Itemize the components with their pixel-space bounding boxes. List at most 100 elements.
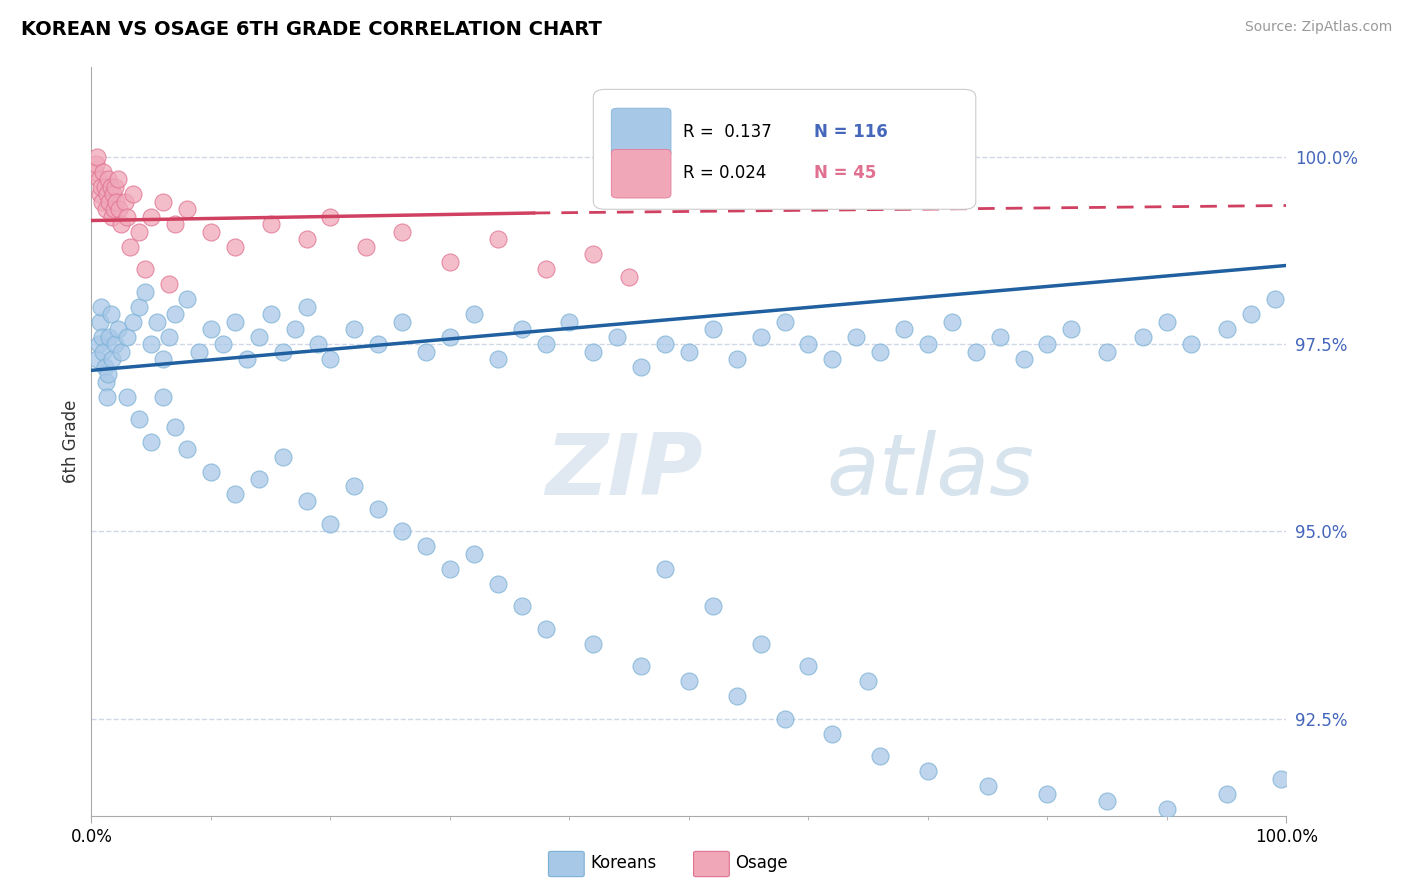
Point: [725, 690, 748, 704]
Point: [259, 307, 281, 321]
Point: [163, 307, 186, 321]
Point: [439, 329, 461, 343]
Point: [224, 487, 246, 501]
Point: [773, 712, 796, 726]
Point: [463, 307, 485, 321]
Point: [224, 315, 246, 329]
Text: KOREAN VS OSAGE 6TH GRADE CORRELATION CHART: KOREAN VS OSAGE 6TH GRADE CORRELATION CH…: [21, 20, 602, 38]
Point: [391, 524, 413, 539]
Point: [128, 412, 150, 426]
Point: [104, 337, 127, 351]
Point: [108, 202, 131, 217]
Point: [107, 172, 129, 186]
Point: [295, 494, 318, 508]
Point: [582, 344, 605, 359]
Point: [91, 329, 114, 343]
Point: [152, 352, 174, 367]
Point: [271, 450, 294, 464]
Point: [157, 329, 180, 343]
Text: R = 0.024: R = 0.024: [683, 164, 766, 182]
Point: [319, 516, 342, 531]
Point: [128, 300, 150, 314]
Point: [176, 202, 198, 217]
Point: [146, 315, 169, 329]
Point: [869, 749, 891, 764]
Point: [1156, 315, 1178, 329]
Point: [965, 344, 987, 359]
Point: [104, 179, 127, 194]
Point: [1036, 787, 1059, 801]
Point: [1097, 794, 1119, 808]
Point: [343, 479, 366, 493]
Text: N = 45: N = 45: [814, 164, 877, 182]
Point: [1012, 352, 1035, 367]
Point: [93, 359, 115, 374]
Point: [678, 344, 700, 359]
Point: [941, 315, 963, 329]
Point: [100, 179, 122, 194]
Point: [97, 172, 120, 186]
Point: [797, 659, 820, 673]
Point: [917, 337, 939, 351]
Point: [702, 322, 724, 336]
Point: [917, 764, 939, 779]
Text: ZIP: ZIP: [546, 430, 703, 513]
Point: [84, 157, 107, 171]
Point: [619, 269, 641, 284]
Point: [96, 187, 118, 202]
Point: [87, 337, 110, 351]
Point: [94, 375, 117, 389]
Point: [211, 337, 233, 351]
Point: [98, 329, 121, 343]
Point: [558, 315, 581, 329]
Point: [157, 277, 180, 292]
Point: [1097, 344, 1119, 359]
Point: [89, 315, 111, 329]
Point: [110, 217, 132, 231]
Point: [93, 165, 114, 179]
Point: [319, 210, 342, 224]
Point: [84, 165, 107, 179]
Point: [247, 329, 270, 343]
Point: [486, 577, 509, 591]
Point: [534, 337, 557, 351]
Point: [163, 419, 186, 434]
Point: [749, 637, 772, 651]
Point: [271, 344, 294, 359]
Point: [1264, 292, 1286, 306]
Point: [163, 217, 186, 231]
Point: [1215, 322, 1237, 336]
Point: [367, 337, 389, 351]
Point: [821, 352, 844, 367]
Point: [1180, 337, 1202, 351]
Point: [200, 322, 222, 336]
Point: [606, 329, 628, 343]
Text: Koreans: Koreans: [591, 854, 657, 872]
Point: [534, 262, 557, 277]
Point: [773, 315, 796, 329]
Point: [845, 329, 868, 343]
Point: [89, 187, 111, 202]
Point: [415, 540, 437, 554]
Point: [391, 315, 413, 329]
Point: [463, 547, 485, 561]
Point: [439, 562, 461, 576]
Point: [295, 232, 318, 246]
FancyBboxPatch shape: [548, 851, 585, 877]
Point: [115, 329, 138, 343]
Point: [486, 352, 509, 367]
Y-axis label: 6th Grade: 6th Grade: [62, 400, 80, 483]
Point: [654, 337, 676, 351]
Point: [439, 254, 461, 268]
Point: [141, 337, 162, 351]
Point: [110, 344, 132, 359]
Text: Osage: Osage: [735, 854, 787, 872]
Point: [1132, 329, 1154, 343]
FancyBboxPatch shape: [593, 89, 976, 210]
Point: [176, 442, 198, 456]
Point: [100, 210, 122, 224]
Point: [510, 599, 533, 614]
Point: [122, 187, 145, 202]
Point: [107, 322, 129, 336]
Text: atlas: atlas: [827, 430, 1035, 513]
